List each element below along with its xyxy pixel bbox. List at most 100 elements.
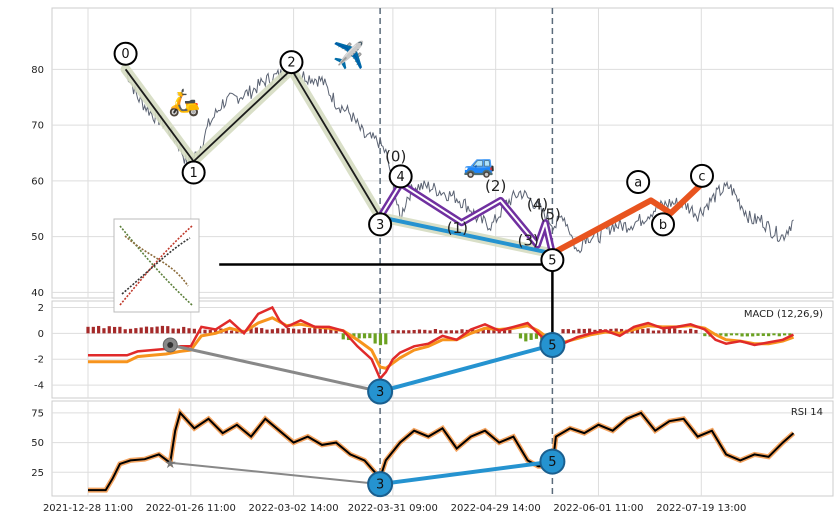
macd-hist-bar bbox=[561, 329, 565, 334]
macd-hist-bar bbox=[286, 327, 290, 334]
rsi-y-tick-label: 25 bbox=[31, 468, 44, 479]
rsi-marker-3: 3 bbox=[376, 478, 384, 493]
macd-hist-bar bbox=[166, 326, 170, 334]
macd-hist-bar bbox=[423, 329, 427, 334]
macd-hist-bar bbox=[782, 333, 787, 336]
rsi-marker-5-circle bbox=[539, 448, 566, 475]
macd-hist-bar bbox=[307, 328, 312, 334]
wave-label-4: 4 bbox=[397, 170, 405, 185]
macd-hist-bar bbox=[588, 328, 592, 334]
macd-hist-bar bbox=[449, 330, 453, 334]
x-tick-label: 2022-04-29 14:00 bbox=[451, 503, 541, 514]
macd-hist-bar bbox=[486, 328, 491, 334]
macd-marker-3: 3 bbox=[376, 385, 384, 400]
macd-hist-bar bbox=[118, 326, 122, 334]
macd-hist-bar bbox=[641, 328, 645, 334]
macd-hist-bar bbox=[673, 328, 677, 334]
macd-hist-bar bbox=[292, 328, 296, 334]
macd-hist-bar bbox=[745, 333, 749, 337]
macd-hist-bar bbox=[265, 329, 269, 334]
macd-marker-5: 5 bbox=[548, 338, 556, 353]
inset-thumbnail bbox=[113, 218, 200, 313]
macd-hist-bar bbox=[139, 327, 143, 334]
macd-hist-bar bbox=[378, 333, 383, 346]
macd-hist-bar bbox=[281, 328, 285, 334]
macd-hist-bar bbox=[481, 329, 485, 334]
wave-label-1: 1 bbox=[190, 166, 198, 181]
macd-hist-bar bbox=[529, 333, 533, 340]
macd-hist-bar bbox=[412, 329, 416, 334]
macd-hist-bar bbox=[667, 328, 671, 334]
wave-label-5-circle bbox=[540, 248, 565, 273]
x-tick-label: 2022-06-01 11:00 bbox=[553, 503, 643, 514]
macd-hist-bar bbox=[91, 326, 95, 334]
wave-label-0-circle bbox=[113, 41, 138, 66]
macd-hist-bar bbox=[401, 330, 406, 334]
macd-hist-bar bbox=[657, 330, 661, 334]
macd-hist-bar bbox=[614, 328, 618, 334]
macd-hist-bar bbox=[439, 330, 443, 334]
macd-hist-bar bbox=[492, 328, 496, 334]
macd-y-tick-label: -2 bbox=[34, 355, 44, 366]
macd-hist-bar bbox=[777, 333, 781, 337]
macd-hist-bar bbox=[566, 329, 570, 334]
macd-hist-bar bbox=[155, 326, 159, 334]
sub-wave-label: (2) bbox=[485, 177, 506, 195]
macd-marker-5-circle bbox=[539, 331, 566, 358]
macd-hist-bar bbox=[214, 329, 218, 334]
macd-hist-bar bbox=[112, 326, 117, 334]
rsi-divergence-line bbox=[170, 461, 381, 486]
rsi-line bbox=[88, 410, 795, 492]
macd-hist-bar bbox=[455, 330, 459, 334]
macd-hist-bar bbox=[433, 329, 438, 334]
macd-hist-bar bbox=[302, 327, 306, 334]
macd-hist-bar bbox=[362, 333, 367, 339]
macd-hist-bar bbox=[572, 330, 576, 334]
macd-hist-bar bbox=[150, 327, 154, 334]
macd-hist-bar bbox=[751, 333, 755, 337]
macd-marker-3-circle bbox=[367, 378, 394, 405]
macd-hist-bar bbox=[297, 329, 301, 334]
macd-hist-bar bbox=[352, 333, 356, 338]
wave-line bbox=[379, 215, 553, 256]
price-y-tick-label: 70 bbox=[31, 121, 44, 132]
inset-stroke bbox=[121, 237, 191, 295]
macd-hist-bar bbox=[144, 326, 149, 334]
x-tick-label: 2022-03-02 14:00 bbox=[249, 503, 339, 514]
macd-hist-bar bbox=[460, 329, 464, 334]
airplane-icon: ✈️ bbox=[333, 39, 365, 71]
macd-hist-bar bbox=[176, 328, 180, 334]
macd-hist-bar bbox=[577, 328, 581, 334]
macd-hist-bar bbox=[318, 328, 322, 334]
macd-panel bbox=[51, 300, 834, 399]
macd-hist-bar bbox=[128, 328, 133, 334]
macd-hist-bar bbox=[729, 333, 734, 336]
macd-hist-bar bbox=[276, 328, 280, 334]
macd-hist-bar bbox=[756, 333, 760, 336]
macd-hist-bar bbox=[694, 329, 698, 334]
macd-y-tick-label: 0 bbox=[38, 329, 44, 340]
rsi-marker-5: 5 bbox=[548, 455, 556, 470]
price-y-tick-label: 60 bbox=[31, 176, 44, 187]
price-y-tick-label: 80 bbox=[31, 65, 44, 76]
macd-hist-bar bbox=[323, 328, 328, 334]
macd-hist-bar bbox=[334, 330, 338, 334]
rsi-marker-3-circle bbox=[367, 471, 394, 498]
macd-hist-bar bbox=[187, 328, 191, 334]
rsi-y-tick-label: 50 bbox=[31, 438, 44, 449]
macd-hist-bar bbox=[203, 329, 207, 334]
sub-wave-label: (0) bbox=[385, 147, 406, 165]
macd-hist-bar bbox=[208, 330, 212, 334]
macd-hist-bar bbox=[662, 329, 666, 334]
price-line bbox=[125, 63, 794, 254]
macd-hist-bar bbox=[229, 330, 234, 334]
inset-thumbnail-art bbox=[119, 225, 193, 306]
macd-hist-bar bbox=[254, 327, 258, 334]
rsi-divergence-line bbox=[379, 459, 553, 487]
x-tick-label: 2022-07-19 13:00 bbox=[656, 503, 746, 514]
macd-hist-bar bbox=[508, 329, 512, 334]
macd-hist-bar bbox=[582, 328, 586, 334]
rsi-panel bbox=[51, 400, 834, 497]
macd-hist-bar bbox=[417, 329, 422, 334]
wave-label-a: a bbox=[634, 176, 642, 191]
